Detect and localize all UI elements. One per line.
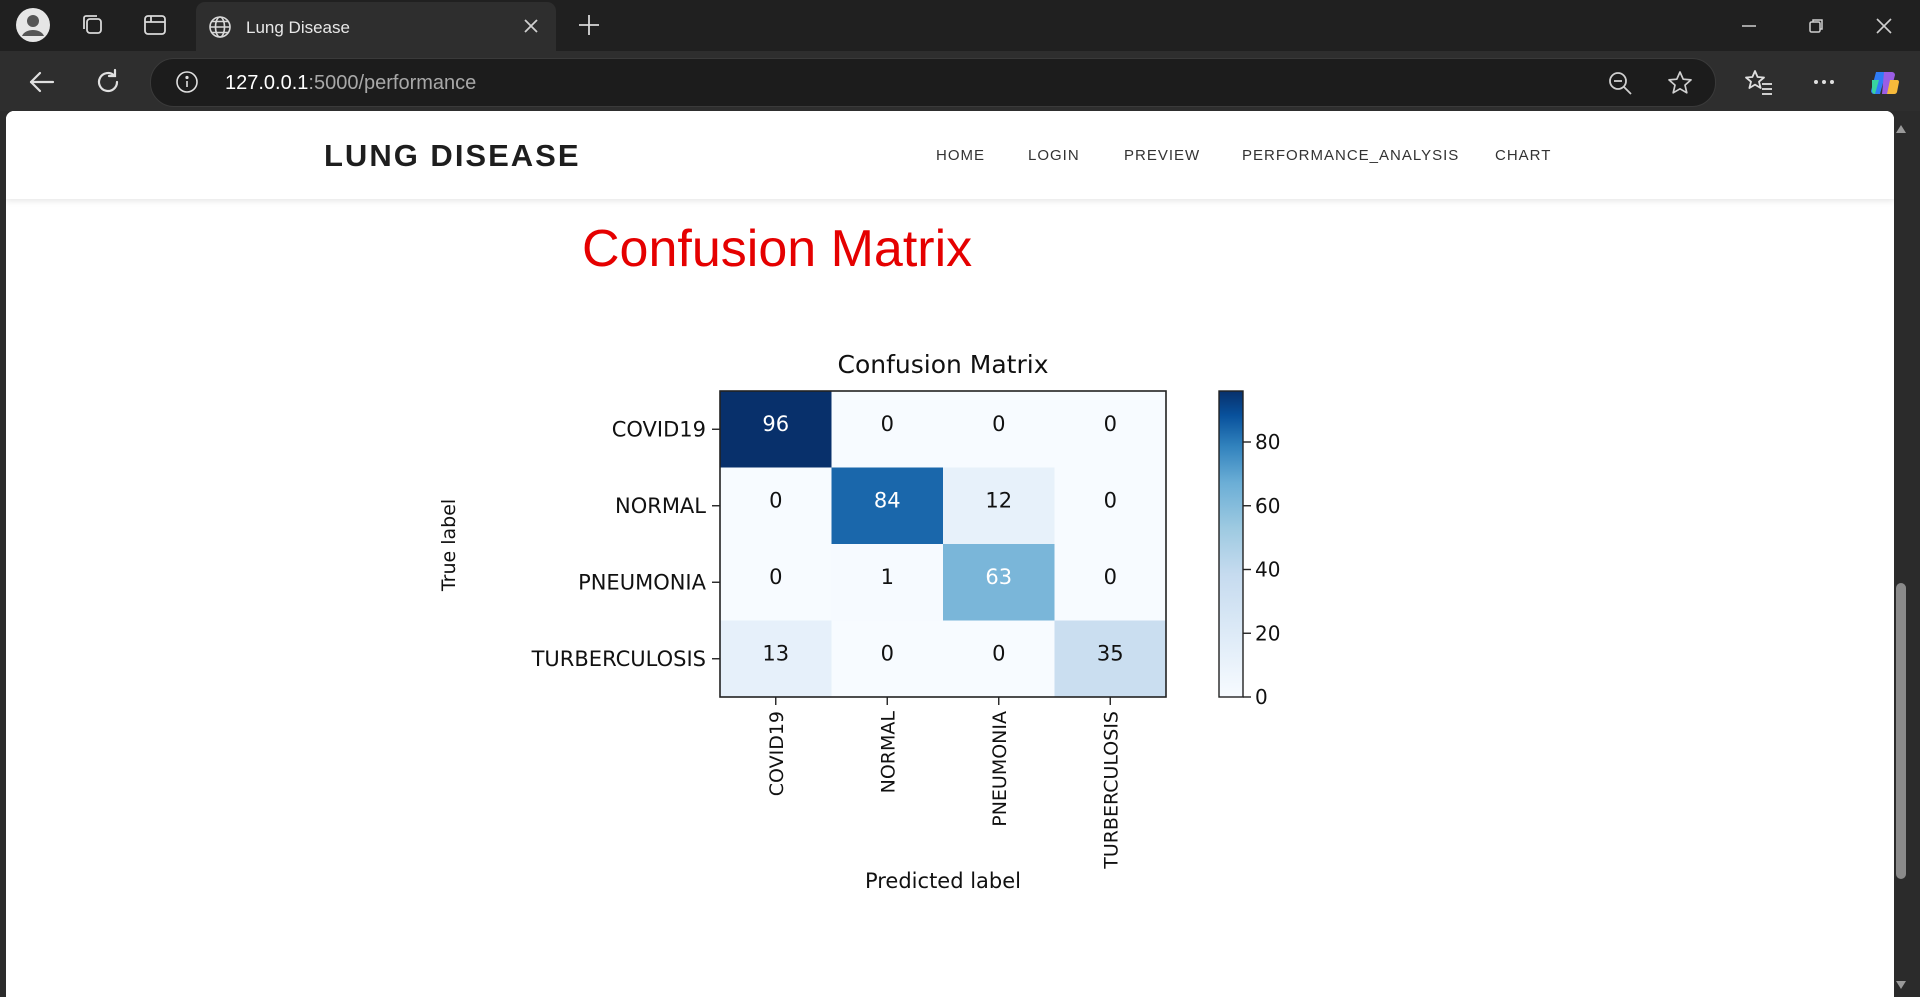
url-text[interactable]: 127.0.0.1:5000/performance	[225, 72, 476, 95]
matrix-cell	[943, 544, 1055, 621]
matrix-cell-value: 1	[881, 565, 894, 589]
colorbar-tick-label: 0	[1255, 685, 1268, 709]
matrix-cell	[943, 391, 1055, 468]
matrix-cell	[943, 467, 1055, 545]
matrix-cell	[720, 620, 832, 698]
matrix-cell	[720, 391, 832, 468]
matrix-cell	[831, 391, 944, 468]
globe-icon	[208, 15, 232, 44]
matrix-cell	[943, 620, 1055, 698]
matrix-cell-value: 13	[762, 642, 789, 666]
matrix-cell	[831, 467, 944, 545]
nav-preview[interactable]: PREVIEW	[1124, 147, 1201, 164]
close-tab-icon[interactable]	[520, 15, 542, 37]
matrix-cell-value: 84	[874, 489, 901, 513]
matrix-cell-value: 0	[881, 412, 894, 436]
copilot-icon[interactable]	[1868, 66, 1900, 98]
browser-toolbar: 127.0.0.1:5000/performance	[0, 51, 1920, 111]
matrix-frame	[719, 390, 1167, 698]
page-viewport: LUNG DISEASE HOME LOGIN PREVIEW PERFORMA…	[6, 111, 1894, 997]
colorbar-tick-label: 20	[1255, 621, 1280, 645]
matrix-cell-value: 0	[1104, 565, 1117, 589]
matrix-cell-value: 35	[1097, 642, 1124, 666]
colorbar-tick-label: 60	[1255, 494, 1280, 518]
site-info-icon[interactable]	[175, 70, 199, 99]
x-axis-label: Predicted label	[865, 869, 1021, 893]
matrix-cell	[1054, 391, 1167, 468]
back-icon[interactable]	[26, 66, 58, 98]
confusion-matrix-chart: Confusion Matrix 96 0 0 00 84 12 00 1 63 013 0 0 35 …	[438, 350, 1280, 893]
url-path: :5000/performance	[308, 72, 477, 94]
matrix-cell	[720, 467, 832, 545]
close-window-icon[interactable]	[1870, 12, 1898, 40]
nav-login[interactable]: LOGIN	[1028, 147, 1080, 164]
y-tick-label: TURBERCULOSIS	[531, 647, 706, 671]
favorite-star-icon[interactable]	[1666, 69, 1694, 102]
tab-actions-icon[interactable]	[138, 8, 172, 42]
matrix-cell-value: 63	[985, 565, 1012, 589]
browser-tab-bar: Lung Disease	[0, 0, 1920, 51]
matrix-cell	[720, 544, 832, 621]
scroll-down-arrow-icon[interactable]	[1895, 978, 1907, 990]
scrollbar-thumb[interactable]	[1896, 583, 1906, 879]
matrix-cell-value: 0	[769, 489, 782, 513]
matrix-cell-value: 0	[992, 642, 1005, 666]
restore-icon[interactable]	[1802, 12, 1830, 40]
colorbar-tick-label: 80	[1255, 430, 1280, 454]
matrix-cell	[831, 620, 944, 698]
x-tick-label: TURBERCULOSIS	[1100, 711, 1122, 870]
nav-chart[interactable]: CHART	[1495, 147, 1552, 164]
nav-home[interactable]: HOME	[936, 147, 985, 164]
workspaces-icon[interactable]	[76, 8, 110, 42]
matrix-cell-value: 96	[762, 412, 789, 436]
matrix-cell	[1054, 467, 1167, 545]
matrix-cell-value: 0	[881, 642, 894, 666]
scroll-up-arrow-icon[interactable]	[1895, 122, 1907, 134]
matrix-cell-value: 0	[1104, 412, 1117, 436]
favorites-icon[interactable]	[1743, 66, 1775, 98]
nav-performance-analysis[interactable]: PERFORMANCE_ANALYSIS	[1242, 147, 1460, 164]
x-tick-label: PNEUMONIA	[989, 711, 1011, 827]
y-tick-label: PNEUMONIA	[578, 570, 707, 594]
zoom-out-icon[interactable]	[1607, 70, 1633, 101]
y-tick-label: COVID19	[612, 417, 706, 441]
x-tick-label: NORMAL	[877, 711, 899, 794]
matrix-cell	[1054, 544, 1167, 621]
y-tick-label: NORMAL	[615, 494, 706, 518]
profile-icon[interactable]	[16, 8, 50, 42]
matrix-cell-value: 12	[985, 489, 1012, 513]
colorbar-tick-label: 40	[1255, 558, 1280, 582]
matrix-cell-value: 0	[992, 412, 1005, 436]
colorbar	[1218, 390, 1244, 698]
new-tab-icon[interactable]	[572, 8, 606, 42]
y-axis-label: True label	[438, 499, 460, 592]
browser-tab[interactable]: Lung Disease	[196, 2, 556, 51]
matrix-cell	[831, 544, 944, 621]
more-options-icon[interactable]	[1808, 66, 1840, 98]
x-tick-label: COVID19	[766, 711, 788, 796]
minimize-icon[interactable]	[1735, 12, 1763, 40]
url-host: 127.0.0.1	[225, 72, 309, 94]
chart-title: Confusion Matrix	[837, 350, 1048, 379]
matrix-cell-value: 0	[769, 565, 782, 589]
refresh-icon[interactable]	[92, 66, 124, 98]
page-heading: Confusion Matrix	[582, 220, 973, 278]
matrix-cell-value: 0	[1104, 489, 1117, 513]
matrix-cell	[1054, 620, 1167, 698]
site-navbar: LUNG DISEASE HOME LOGIN PREVIEW PERFORMA…	[6, 111, 1894, 199]
address-bar[interactable]: 127.0.0.1:5000/performance	[150, 58, 1716, 107]
tab-title: Lung Disease	[246, 18, 350, 37]
site-brand[interactable]: LUNG DISEASE	[324, 138, 581, 173]
